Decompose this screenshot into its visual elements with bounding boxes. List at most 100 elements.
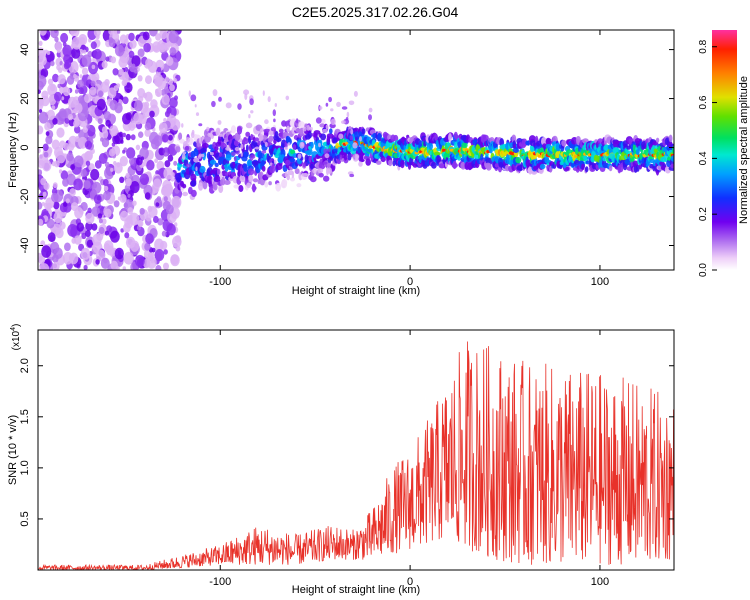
noise-blob	[115, 265, 120, 270]
spectral-peak	[537, 154, 542, 158]
noise-blob	[116, 30, 121, 34]
noise-blob	[96, 232, 104, 241]
noise-blob	[54, 41, 63, 51]
noise-blob	[175, 146, 181, 153]
noise-blob	[54, 160, 60, 168]
snr-mult-open: (x10	[11, 330, 22, 350]
spectral-blob	[349, 135, 354, 141]
noise-blob	[62, 178, 69, 187]
noise-blob	[169, 97, 178, 109]
noise-blob	[43, 151, 49, 158]
noise-blob	[102, 178, 109, 186]
noise-blob	[158, 202, 163, 208]
noise-blob	[104, 230, 109, 236]
noise-blob	[54, 91, 62, 102]
noise-blob	[124, 232, 130, 239]
noise-blob	[119, 210, 129, 222]
spectral-blob	[240, 152, 243, 157]
noise-blob	[159, 240, 168, 250]
snr-series-line	[38, 341, 674, 570]
noise-blob	[94, 160, 102, 169]
noise-blob	[122, 113, 131, 125]
noise-blob	[122, 149, 126, 154]
spectral-blob	[217, 120, 222, 125]
spectral-blob	[428, 142, 433, 151]
noise-blob	[110, 56, 117, 64]
spectral-blob	[272, 109, 276, 117]
noise-blob	[171, 195, 182, 209]
noise-blob	[161, 230, 167, 237]
noise-blob	[119, 193, 127, 203]
colorbar: 0.0 0.2 0.4 0.6 0.8 Normalized spectral ampl…	[698, 30, 750, 277]
noise-blob	[108, 30, 114, 35]
spectral-blob	[545, 137, 551, 145]
spectral-blob	[302, 162, 306, 168]
spectrogram-marks	[38, 30, 674, 270]
noise-blob	[51, 105, 56, 110]
spectral-blob	[486, 163, 492, 171]
spectral-blob	[358, 161, 363, 167]
noise-blob	[91, 223, 98, 231]
spectral-blob	[325, 102, 329, 107]
spectral-blob	[223, 180, 231, 185]
spectral-blob	[310, 176, 317, 183]
spectral-blob	[292, 144, 297, 150]
noise-blob	[52, 117, 58, 125]
noise-blob	[73, 178, 83, 191]
noise-blob	[146, 159, 155, 171]
noise-blob	[98, 218, 103, 224]
spectral-blob	[285, 95, 290, 101]
noise-blob	[46, 109, 56, 121]
noise-blob	[74, 103, 83, 114]
spectral-blob	[290, 149, 296, 155]
spectral-blob	[521, 138, 528, 147]
noise-blob	[38, 125, 44, 135]
noise-blob	[145, 214, 152, 222]
spectral-peak	[369, 145, 373, 149]
noise-blob	[83, 264, 88, 270]
noise-blob	[56, 48, 61, 54]
spectral-blob	[336, 101, 341, 107]
spectral-blob	[275, 182, 282, 192]
spectral-blob	[195, 166, 198, 172]
spec-y-tick-label: 0	[19, 144, 31, 150]
noise-blob	[128, 122, 136, 131]
noise-blob	[125, 172, 130, 179]
noise-blob	[85, 160, 91, 167]
noise-blob	[153, 135, 163, 147]
spectral-blob	[261, 159, 265, 167]
noise-blob	[95, 249, 106, 262]
spectral-blob	[209, 152, 214, 156]
noise-blob	[69, 188, 76, 197]
noise-blob	[47, 232, 56, 243]
spectral-blob	[214, 162, 219, 168]
spectral-blob	[286, 173, 291, 181]
noise-blob	[119, 156, 128, 167]
noise-blob	[57, 153, 66, 164]
noise-blob	[163, 262, 169, 270]
spectral-blob	[276, 137, 282, 142]
noise-blob	[95, 34, 100, 40]
spectral-blob	[184, 145, 190, 151]
spectral-blob	[225, 102, 232, 109]
spectral-blob	[319, 106, 323, 110]
noise-blob	[163, 167, 174, 180]
spectral-blob	[431, 161, 437, 169]
noise-blob	[154, 158, 159, 163]
spectral-blob	[198, 182, 204, 191]
noise-blob	[118, 68, 124, 76]
spectral-blob	[252, 178, 259, 183]
spectral-blob	[341, 106, 348, 110]
noise-blob	[112, 134, 120, 145]
noise-blob	[84, 140, 93, 150]
spectral-blob	[190, 173, 197, 182]
noise-blob	[109, 125, 119, 137]
noise-blob	[84, 93, 92, 104]
noise-blob	[126, 147, 136, 159]
spectral-blob	[448, 133, 452, 142]
spectral-blob	[243, 163, 248, 172]
snr-panel: -100 0 100 0.5 1.0 1.5 2.0 Height of straight…	[7, 324, 675, 596]
noise-blob	[164, 76, 170, 83]
spectral-blob	[341, 120, 346, 124]
noise-blob	[128, 157, 135, 165]
